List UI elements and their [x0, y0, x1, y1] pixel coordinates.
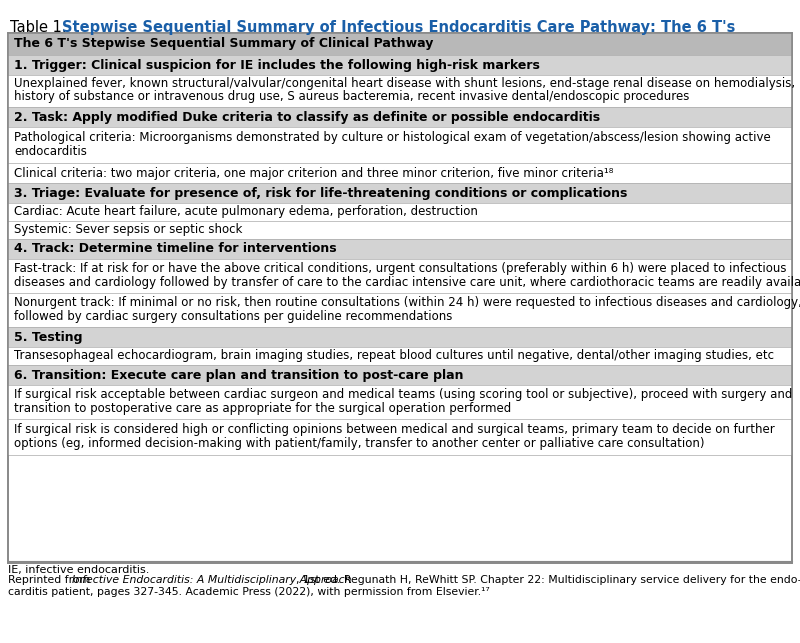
Text: 1. Trigger: Clinical suspicion for IE includes the following high-risk markers: 1. Trigger: Clinical suspicion for IE in… [14, 59, 540, 71]
FancyBboxPatch shape [8, 293, 792, 327]
FancyBboxPatch shape [8, 419, 792, 455]
Text: 3. Triage: Evaluate for presence of, risk for life-threatening conditions or com: 3. Triage: Evaluate for presence of, ris… [14, 186, 627, 199]
Text: transition to postoperative care as appropriate for the surgical operation perfo: transition to postoperative care as appr… [14, 402, 511, 415]
Text: Nonurgent track: If minimal or no risk, then routine consultations (within 24 h): Nonurgent track: If minimal or no risk, … [14, 296, 800, 309]
Text: diseases and cardiology followed by transfer of care to the cardiac intensive ca: diseases and cardiology followed by tran… [14, 276, 800, 289]
Text: Infective Endocarditis: A Multidisciplinary Approach: Infective Endocarditis: A Multidisciplin… [73, 575, 352, 585]
FancyBboxPatch shape [8, 221, 792, 239]
FancyBboxPatch shape [8, 327, 792, 347]
Text: 4. Track: Determine timeline for interventions: 4. Track: Determine timeline for interve… [14, 242, 337, 255]
Text: The 6 T's Stepwise Sequential Summary of Clinical Pathway: The 6 T's Stepwise Sequential Summary of… [14, 37, 434, 51]
FancyBboxPatch shape [8, 347, 792, 365]
Text: Pathological criteria: Microorganisms demonstrated by culture or histological ex: Pathological criteria: Microorganisms de… [14, 131, 770, 143]
FancyBboxPatch shape [8, 127, 792, 163]
Text: Table 1.: Table 1. [10, 20, 71, 35]
FancyBboxPatch shape [8, 75, 792, 107]
FancyBboxPatch shape [8, 33, 792, 55]
Text: , 1st ed. Regunath H, ReWhitt SP. Chapter 22: Multidisciplinary service delivery: , 1st ed. Regunath H, ReWhitt SP. Chapte… [296, 575, 800, 585]
Text: Clinical criteria: two major criteria, one major criterion and three minor crite: Clinical criteria: two major criteria, o… [14, 167, 614, 179]
Text: 2. Task: Apply modified Duke criteria to classify as definite or possible endoca: 2. Task: Apply modified Duke criteria to… [14, 111, 600, 123]
Text: Unexplained fever, known structural/valvular/congenital heart disease with shunt: Unexplained fever, known structural/valv… [14, 77, 795, 91]
FancyBboxPatch shape [8, 33, 792, 563]
Text: followed by cardiac surgery consultations per guideline recommendations: followed by cardiac surgery consultation… [14, 310, 452, 323]
Text: history of substance or intravenous drug use, S aureus bacteremia, recent invasi: history of substance or intravenous drug… [14, 90, 690, 104]
FancyBboxPatch shape [8, 163, 792, 183]
Text: If surgical risk is considered high or conflicting opinions between medical and : If surgical risk is considered high or c… [14, 422, 774, 435]
Text: 5. Testing: 5. Testing [14, 331, 82, 343]
FancyBboxPatch shape [8, 239, 792, 259]
FancyBboxPatch shape [8, 203, 792, 221]
Text: Systemic: Sever sepsis or septic shock: Systemic: Sever sepsis or septic shock [14, 224, 242, 237]
FancyBboxPatch shape [8, 385, 792, 419]
FancyBboxPatch shape [8, 365, 792, 385]
Text: If surgical risk acceptable between cardiac surgeon and medical teams (using sco: If surgical risk acceptable between card… [14, 388, 792, 401]
Text: IE, infective endocarditis.: IE, infective endocarditis. [8, 565, 150, 575]
Text: Fast-track: If at risk for or have the above critical conditions, urgent consult: Fast-track: If at risk for or have the a… [14, 262, 786, 275]
Text: 6. Transition: Execute care plan and transition to post-care plan: 6. Transition: Execute care plan and tra… [14, 368, 463, 381]
FancyBboxPatch shape [8, 259, 792, 293]
FancyBboxPatch shape [8, 55, 792, 75]
Text: Stepwise Sequential Summary of Infectious Endocarditis Care Pathway: The 6 T's: Stepwise Sequential Summary of Infectiou… [62, 20, 735, 35]
Text: carditis patient, pages 327-345. Academic Press (2022), with permission from Els: carditis patient, pages 327-345. Academi… [8, 587, 490, 597]
Text: Transesophageal echocardiogram, brain imaging studies, repeat blood cultures unt: Transesophageal echocardiogram, brain im… [14, 350, 774, 363]
FancyBboxPatch shape [8, 183, 792, 203]
Text: endocarditis: endocarditis [14, 145, 87, 158]
Text: Reprinted from: Reprinted from [8, 575, 94, 585]
FancyBboxPatch shape [8, 107, 792, 127]
Text: options (eg, informed decision-making with patient/family, transfer to another c: options (eg, informed decision-making wi… [14, 437, 705, 450]
Text: Cardiac: Acute heart failure, acute pulmonary edema, perforation, destruction: Cardiac: Acute heart failure, acute pulm… [14, 206, 478, 219]
